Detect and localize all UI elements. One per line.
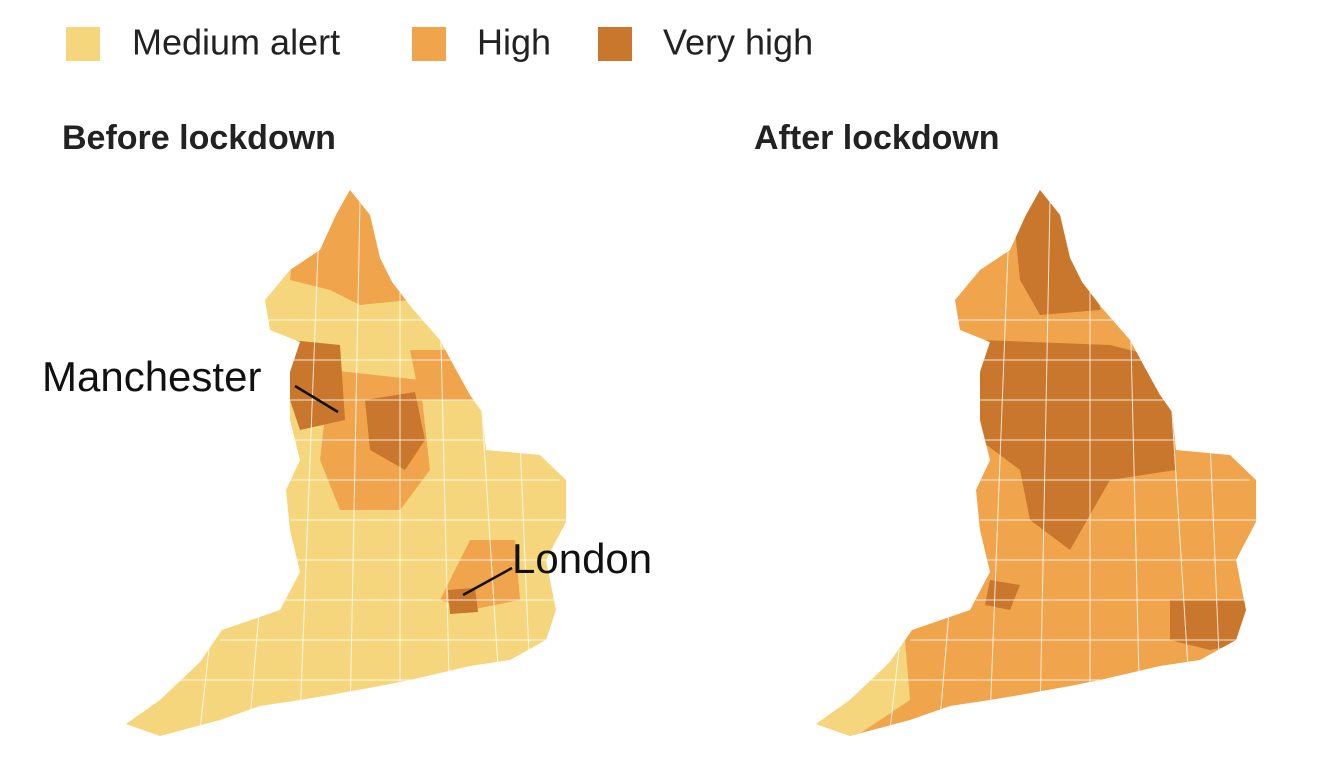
map-after <box>816 190 1256 736</box>
legend-swatch <box>412 27 446 61</box>
region <box>448 588 478 614</box>
region <box>1170 600 1256 650</box>
annotation-leader <box>294 384 339 414</box>
legend-label: High <box>477 22 551 63</box>
legend-label: Medium alert <box>132 22 340 63</box>
legend-label: Very high <box>663 22 813 63</box>
region <box>980 340 1176 550</box>
legend: Medium alert High Very high <box>66 22 813 63</box>
annotation: London <box>512 535 652 582</box>
region <box>290 340 345 430</box>
annotation-leader <box>462 566 513 597</box>
region <box>816 640 910 736</box>
map-title: Before lockdown <box>62 119 336 157</box>
region <box>365 392 425 470</box>
map-title: After lockdown <box>754 119 1000 157</box>
annotation: Manchester <box>42 353 261 400</box>
legend-swatch <box>598 27 632 61</box>
region <box>985 580 1020 610</box>
map-before: Manchester London <box>42 190 652 736</box>
legend-swatch <box>66 27 100 61</box>
